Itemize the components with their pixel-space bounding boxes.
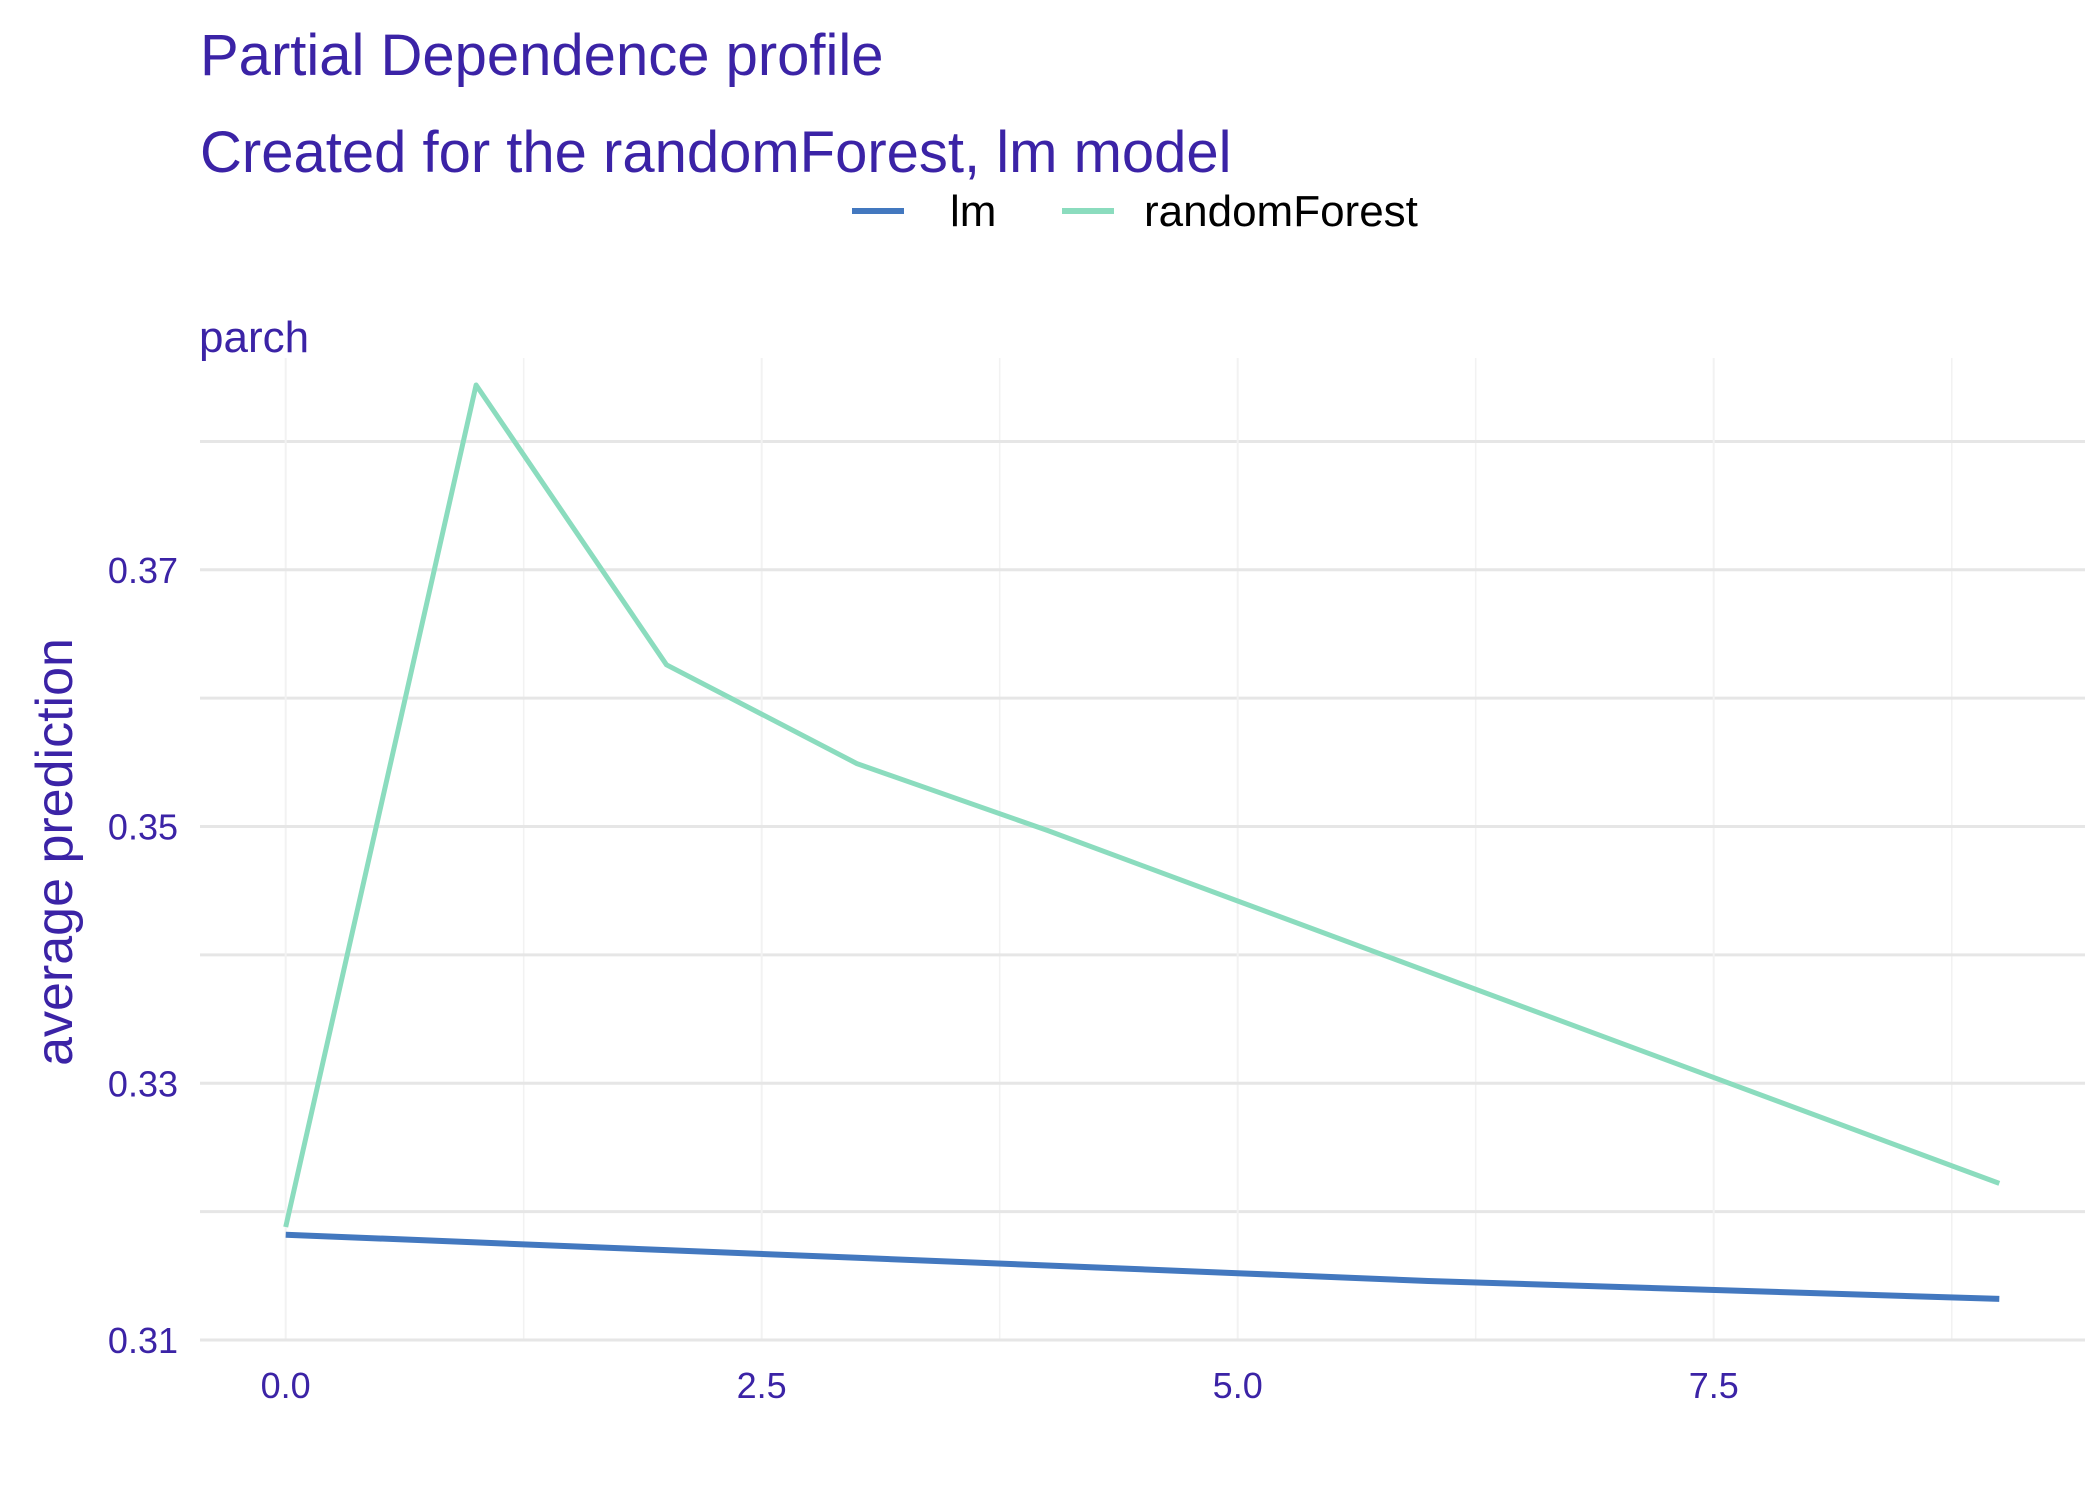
chart-title: Partial Dependence profile bbox=[200, 23, 884, 88]
y-tick-label: 0.37 bbox=[108, 550, 178, 591]
chart-subtitle: Created for the randomForest, lm model bbox=[200, 120, 1232, 185]
x-axis-tick-labels: 0.0 2.5 5.0 7.5 bbox=[261, 1365, 1739, 1406]
legend-label-randomforest: randomForest bbox=[1144, 187, 1418, 236]
y-tick-label: 0.35 bbox=[108, 807, 178, 848]
x-tick-label: 7.5 bbox=[1689, 1365, 1739, 1406]
x-tick-label: 0.0 bbox=[261, 1365, 311, 1406]
y-tick-label: 0.31 bbox=[108, 1320, 178, 1361]
series-line-randomforest bbox=[283, 382, 2001, 1228]
minor-gridlines bbox=[200, 358, 2085, 1340]
major-gridlines bbox=[200, 358, 2085, 1342]
x-tick-label: 5.0 bbox=[1213, 1365, 1263, 1406]
series-lines bbox=[283, 382, 2001, 1302]
y-axis-tick-labels: 0.31 0.33 0.35 0.37 bbox=[108, 550, 178, 1361]
y-tick-label: 0.33 bbox=[108, 1063, 178, 1104]
legend-label-lm: lm bbox=[950, 187, 996, 236]
series-line-lm bbox=[285, 1231, 2000, 1302]
y-axis-title: average prediction bbox=[26, 638, 84, 1066]
x-tick-label: 2.5 bbox=[737, 1365, 787, 1406]
panel-label: parch bbox=[199, 313, 309, 362]
legend: lm randomForest bbox=[852, 187, 1418, 236]
